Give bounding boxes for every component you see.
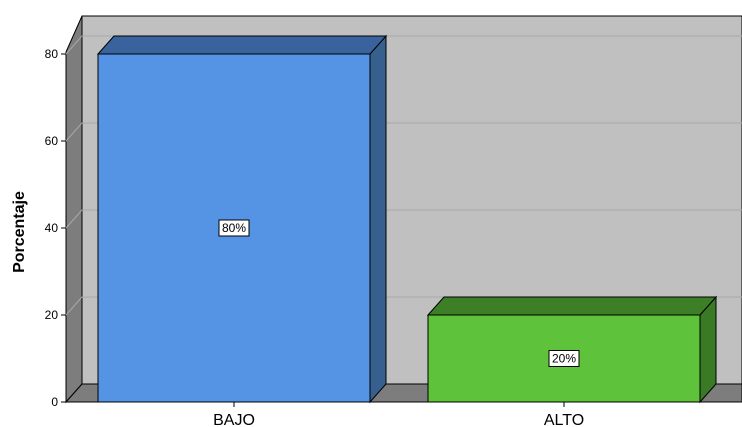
y-tick-label: 0 [51, 395, 58, 409]
y-tick-label: 80 [45, 47, 59, 61]
bar-bajo: 80% [96, 34, 388, 404]
bar-side-bajo [369, 34, 387, 404]
data-label-bajo: 80% [222, 221, 246, 235]
gridline-side [65, 209, 83, 229]
y-axis: 0 20 40 60 80 [45, 47, 66, 409]
gridline-side [65, 296, 83, 316]
y-tick-label: 20 [45, 308, 59, 322]
left-wall [65, 15, 83, 404]
bar-top-alto [426, 296, 718, 316]
bar-top-bajo [96, 35, 388, 55]
data-label-alto: 20% [552, 352, 576, 366]
y-axis-label: Porcentaje [11, 191, 28, 273]
y-tick-label: 40 [45, 221, 59, 235]
bars: 80% 20% [96, 34, 718, 404]
gridline-side [65, 35, 83, 55]
x-tick-label-alto: ALTO [544, 412, 584, 427]
x-tick-label-bajo: BAJO [213, 412, 255, 427]
data-label-box-alto [548, 350, 580, 367]
data-label-box-bajo [218, 219, 250, 237]
bar-alto: 20% [426, 295, 718, 404]
y-tick-label: 60 [45, 134, 59, 148]
gridline-side [65, 122, 83, 142]
x-axis: BAJO ALTO [66, 401, 742, 427]
